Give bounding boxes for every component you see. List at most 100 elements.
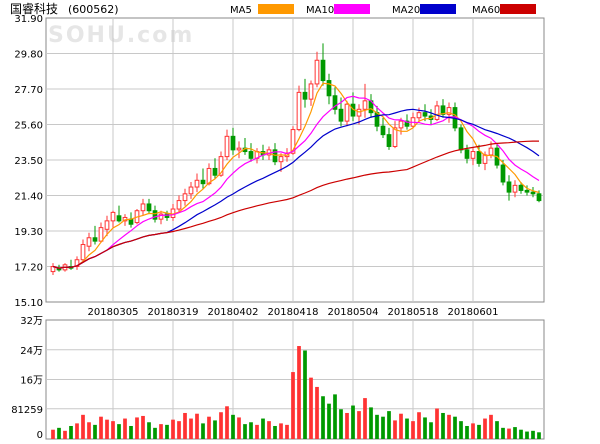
volume-bar: [231, 414, 235, 439]
volume-bar: [273, 425, 277, 439]
volume-bar: [177, 421, 181, 439]
candle: [314, 51, 320, 88]
volume-bar: [453, 416, 457, 439]
volume-bar: [537, 432, 541, 439]
candle: [530, 187, 536, 198]
candle-body: [296, 91, 302, 131]
volume-bar: [153, 427, 157, 439]
candle: [296, 85, 302, 132]
volume-bar: [351, 405, 355, 439]
candle-body: [512, 184, 518, 193]
volume-bar: [423, 417, 427, 439]
date-axis: 20180305 20180319 20180402 20180418 20180504…: [88, 307, 499, 318]
volume-bar: [477, 424, 481, 439]
candle: [176, 195, 182, 213]
volume-bar: [93, 424, 97, 439]
candle-body: [248, 151, 254, 159]
volume-bar: [411, 421, 415, 439]
candle: [500, 160, 506, 186]
price-panel: 31.90 29.80 27.70 25.60 23.50 21.40 19.30 17.20…: [14, 14, 545, 309]
price-tick-label: 25.60: [14, 121, 43, 132]
candle: [194, 173, 200, 193]
volume-bar: [75, 423, 79, 439]
candle: [254, 148, 260, 164]
volume-bar: [387, 411, 391, 439]
volume-bar: [147, 422, 151, 439]
candle-body: [506, 181, 512, 193]
candle: [92, 225, 98, 245]
volume-bar: [141, 415, 145, 439]
price-tick-label: 21.40: [14, 192, 43, 203]
candle-body: [236, 147, 242, 151]
candle-body: [176, 200, 182, 210]
date-tick-label: 20180319: [148, 307, 199, 318]
volume-bar: [297, 346, 301, 439]
candle-body: [278, 156, 284, 163]
candle: [512, 180, 518, 198]
date-tick-label: 20180504: [328, 307, 379, 318]
candle: [68, 259, 74, 270]
candle: [470, 148, 476, 166]
candle: [50, 263, 56, 275]
volume-bar: [303, 350, 307, 439]
legend-swatch-ma60: [500, 4, 536, 14]
ma-line-ma20: [52, 108, 540, 269]
candle-body: [380, 125, 386, 136]
volume-bar: [87, 422, 91, 439]
candle-body: [188, 186, 194, 195]
legend-label-ma10: MA10: [306, 5, 334, 16]
candle: [128, 212, 134, 228]
candle-body: [152, 210, 158, 220]
volume-bar: [483, 418, 487, 439]
candle-body: [290, 129, 296, 154]
candle-body: [218, 156, 224, 176]
candle-body: [422, 112, 428, 117]
volume-bar: [405, 418, 409, 439]
candle: [182, 188, 188, 206]
price-tick-label: 29.80: [14, 50, 43, 61]
candle: [74, 256, 80, 270]
stock-name: 国睿科技: [10, 1, 58, 16]
volume-bar: [519, 429, 523, 439]
volume-bar: [429, 422, 433, 439]
candle: [440, 99, 446, 118]
volume-bars: [51, 346, 541, 439]
volume-bar: [285, 424, 289, 439]
candle: [308, 80, 314, 106]
candle-body: [332, 95, 338, 110]
candle: [368, 94, 374, 118]
price-tick-label: 31.90: [14, 14, 43, 25]
candle-body: [440, 105, 446, 115]
candle: [212, 158, 218, 179]
legend-label-ma5: MA5: [230, 5, 252, 16]
volume-bar: [291, 372, 295, 439]
volume-tick-label: 24万: [20, 346, 43, 357]
candle: [158, 210, 164, 225]
volume-tick-label: 32万: [20, 316, 43, 327]
volume-bar: [195, 413, 199, 439]
candle-body: [110, 211, 116, 222]
ma-line-ma10: [52, 95, 540, 269]
volume-bar: [315, 386, 319, 439]
volume-bar: [159, 424, 163, 439]
volume-bar: [417, 412, 421, 439]
volume-bar: [237, 417, 241, 439]
candle: [80, 239, 86, 262]
candle: [116, 205, 122, 223]
candle: [242, 138, 248, 155]
volume-bar: [399, 413, 403, 439]
candle: [278, 153, 284, 172]
volume-tick-label: 81259: [11, 405, 43, 416]
candle-body: [104, 220, 110, 230]
candle-body: [356, 108, 362, 117]
candle-body: [140, 203, 146, 212]
candle: [374, 105, 380, 132]
date-tick-label: 20180601: [448, 307, 499, 318]
volume-bar: [201, 423, 205, 439]
candle-body: [470, 151, 476, 159]
candle: [104, 215, 110, 237]
legend-swatch-ma20: [420, 4, 456, 14]
date-tick-label: 20180402: [208, 307, 259, 318]
candle-body: [338, 108, 344, 122]
candle: [200, 168, 206, 189]
